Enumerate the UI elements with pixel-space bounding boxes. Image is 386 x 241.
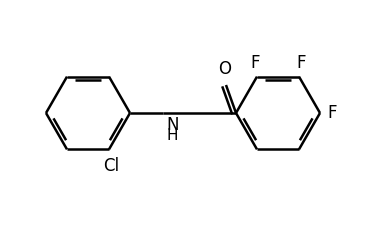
Text: N: N [166, 116, 178, 134]
Text: F: F [327, 104, 337, 122]
Text: F: F [250, 54, 260, 72]
Text: Cl: Cl [103, 157, 119, 175]
Text: F: F [296, 54, 306, 72]
Text: O: O [218, 60, 232, 78]
Text: H: H [166, 128, 178, 143]
